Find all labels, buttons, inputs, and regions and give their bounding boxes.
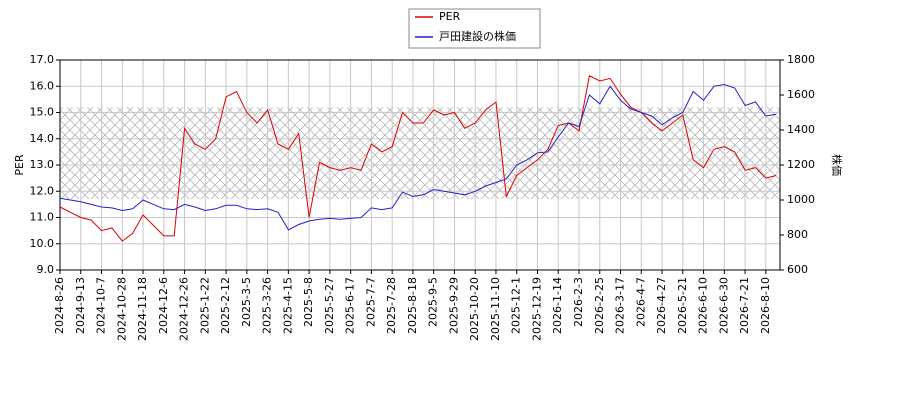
x-tick-label: 2025-9-5	[427, 277, 440, 327]
y2-tick-label: 1600	[787, 88, 815, 101]
x-tick-label: 2026-1-14	[551, 277, 564, 334]
band	[60, 107, 780, 200]
x-tick-label: 2026-4-7	[634, 277, 647, 327]
x-tick-label: 2025-12-19	[530, 277, 543, 341]
x-tick-label: 2026-6-30	[717, 277, 730, 334]
y2-tick-label: 1800	[787, 53, 815, 66]
y-tick-label: 10.0	[30, 237, 55, 250]
y-tick-label: 13.0	[30, 158, 55, 171]
x-tick-label: 2026-8-10	[759, 277, 772, 334]
y-tick-label: 17.0	[30, 53, 55, 66]
x-tick-label: 2026-7-21	[738, 277, 751, 334]
y2-tick-label: 1000	[787, 193, 815, 206]
x-tick-label: 2025-1-22	[198, 277, 211, 334]
x-tick-label: 2026-2-25	[593, 277, 606, 334]
x-tick-label: 2024-9-13	[74, 277, 87, 334]
y-tick-label: 9.0	[37, 263, 55, 276]
x-tick-label: 2025-11-10	[489, 277, 502, 341]
y-tick-label: 12.0	[30, 184, 55, 197]
x-tick-label: 2025-3-26	[261, 277, 274, 334]
y-tick-label: 11.0	[30, 211, 55, 224]
x-tick-label: 2025-2-12	[219, 277, 232, 334]
y2-axis-label: 株価	[830, 154, 844, 176]
y2-tick-label: 800	[787, 228, 808, 241]
legend-label: 戸田建設の株価	[439, 29, 516, 43]
y2-tick-label: 1200	[787, 158, 815, 171]
x-tick-label: 2026-6-10	[697, 277, 710, 334]
x-tick-label: 2025-3-5	[240, 277, 253, 327]
x-tick-label: 2025-10-20	[468, 277, 481, 341]
x-tick-label: 2025-9-29	[447, 277, 460, 334]
legend-label: PER	[439, 10, 461, 23]
plot-frame	[59, 59, 781, 271]
line	[59, 83, 777, 231]
y2-tick-label: 600	[787, 263, 808, 276]
legend-box	[408, 8, 541, 49]
x-tick-label: 2024-12-26	[178, 277, 191, 341]
x-tick-label: 2024-10-7	[95, 277, 108, 334]
x-tick-label: 2024-12-6	[157, 277, 170, 334]
x-tick-label: 2025-7-7	[364, 277, 377, 327]
x-tick-label: 2026-2-3	[572, 277, 585, 327]
x-tick-label: 2025-7-28	[385, 277, 398, 334]
x-tick-label: 2024-11-18	[136, 277, 149, 341]
x-tick-label: 2025-6-17	[344, 277, 357, 334]
y-tick-label: 14.0	[30, 132, 55, 145]
x-tick-label: 2025-8-18	[406, 277, 419, 334]
x-tick-label: 2024-8-26	[53, 277, 66, 334]
y2-tick-label: 1400	[787, 123, 815, 136]
x-tick-label: 2025-4-15	[281, 277, 294, 334]
legend: PER 戸田建設の株価	[408, 8, 541, 49]
x-tick-label: 2025-12-1	[510, 277, 523, 334]
y-axis-label: PER	[13, 154, 26, 176]
x-tick-label: 2026-3-17	[614, 277, 627, 334]
x-tick-label: 2025-5-27	[323, 277, 336, 334]
y-tick-label: 15.0	[30, 106, 55, 119]
x-tick-label: 2025-5-8	[302, 277, 315, 327]
x-tick-label: 2026-4-27	[655, 277, 668, 334]
y-tick-label: 16.0	[30, 79, 55, 92]
x-tick-label: 2026-5-21	[676, 277, 689, 334]
x-tick-label: 2024-10-28	[115, 277, 128, 341]
line	[59, 75, 777, 242]
